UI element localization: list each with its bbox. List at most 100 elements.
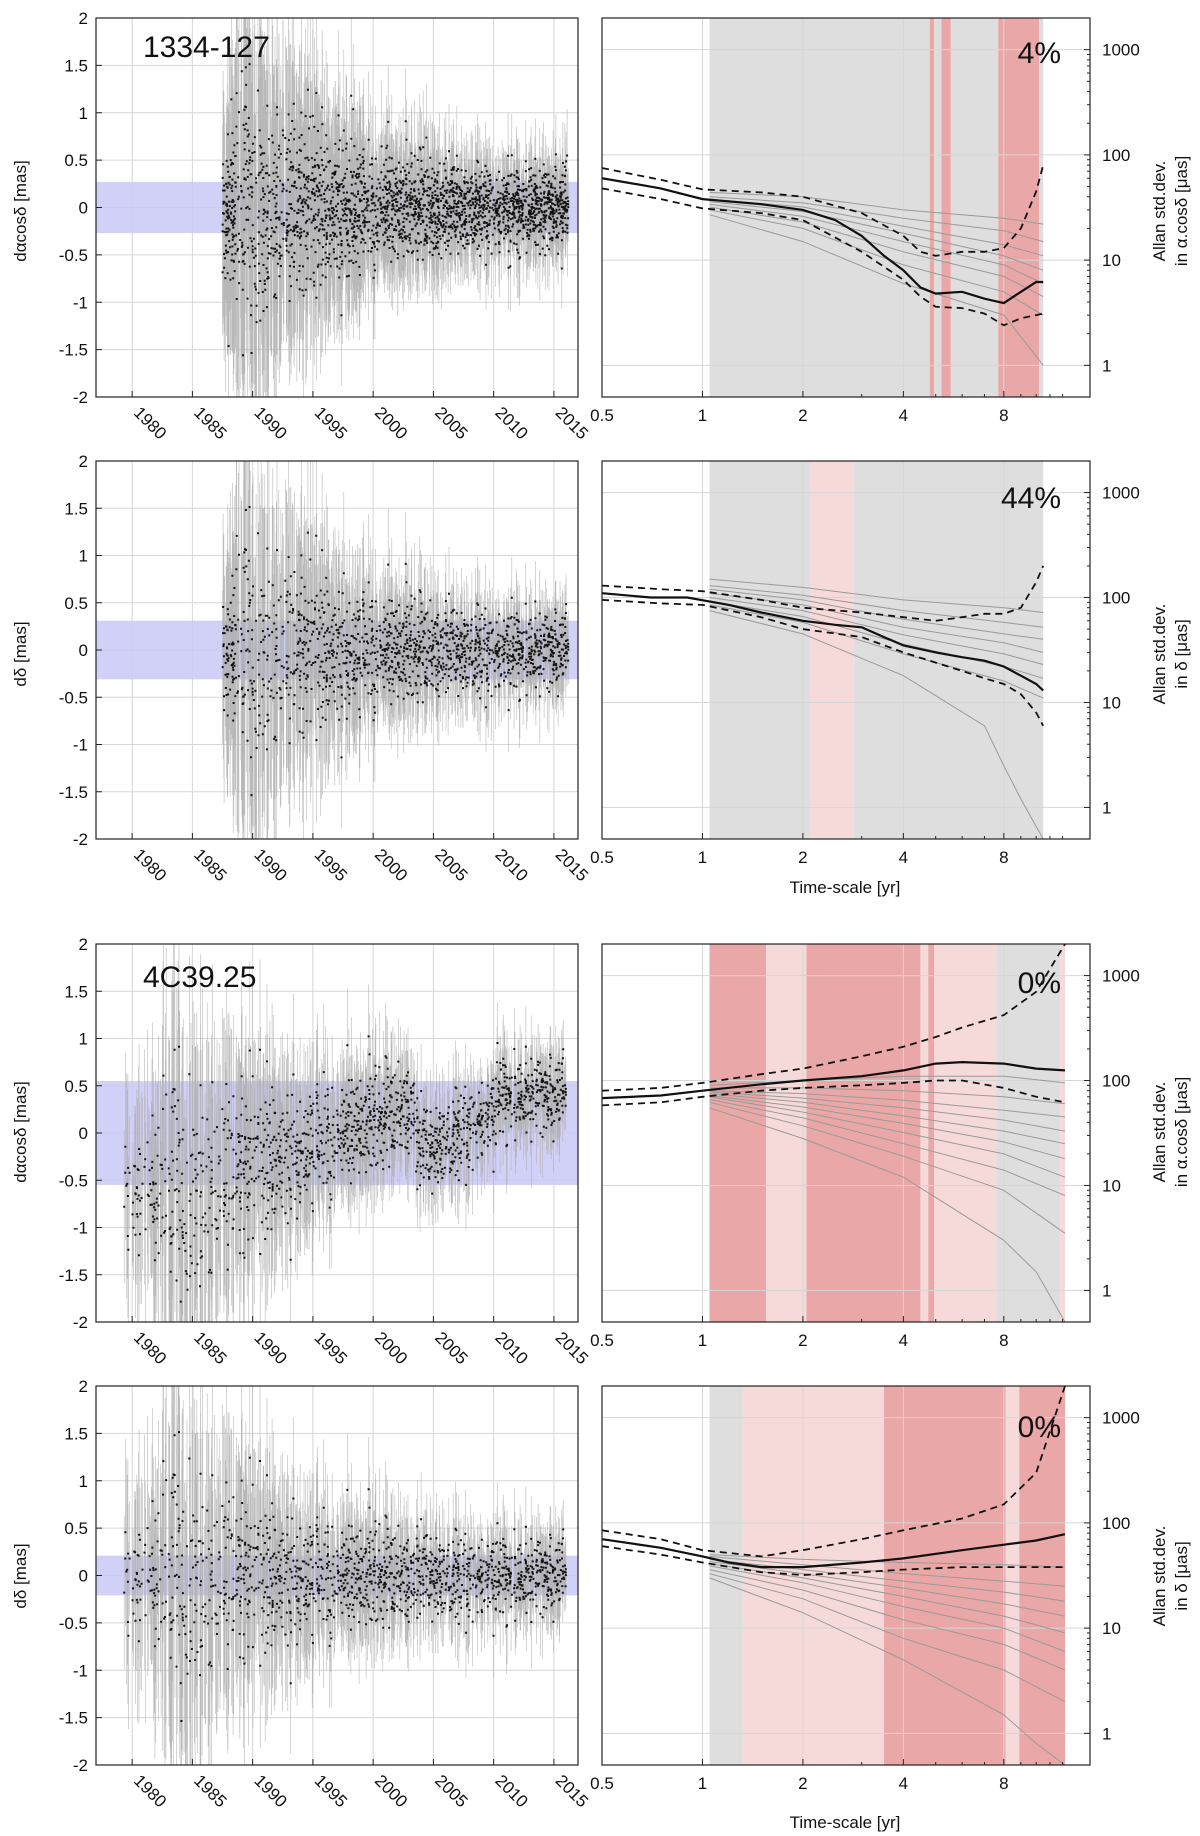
ts-xtick-label: 2005 [431,1328,471,1368]
av-ytick-label: 1000 [1102,41,1140,60]
av-ytick-label: 10 [1102,251,1121,270]
shade-grey [996,944,1061,1322]
av-curves [602,1386,1066,1765]
allan-curve [602,592,1044,692]
av-xtick-label: 2 [798,406,807,425]
ts-xtick-label: 1995 [311,403,351,443]
av-ytick-label: 10 [1102,1619,1121,1638]
allan-panel-4: 1 10 100 1000 0.5 1 2 4 8 [590,1385,1140,1793]
ts-ytick-label: -0.5 [59,1171,88,1190]
av-xtick-label: 0.5 [590,848,614,867]
noise-curve [709,578,1044,613]
av-xtick-label: 1 [698,1774,707,1793]
ts-ytick-label: 0.5 [64,151,88,170]
labels: 1334-127 4C39.25 4% 44% 0% 0% dαcosδ [ma… [11,31,1191,1832]
av-xtick-label: 8 [999,1774,1008,1793]
ts-ylabel-1: dαcosδ [mas] [11,160,30,262]
av-xtick-label: 1 [698,848,707,867]
ts-points [123,1386,567,1765]
noise-curve [709,1090,1066,1118]
allan-ylabel-2b: in δ [μas] [1172,619,1191,688]
ts-ylabel-2: dδ [mas] [11,621,30,686]
shade-red [941,18,951,397]
ts-ytick-label: 0 [79,641,88,660]
ts-xtick-label: 1990 [250,403,290,443]
ts-xtick-label: 1995 [311,845,351,885]
shade-red [928,944,935,1322]
ts-ytick-label: 0 [79,199,88,218]
av-ytick-label: 1 [1102,356,1111,375]
allan-curve [602,177,1044,305]
av-ytick-label: 100 [1102,1514,1130,1533]
ts-ytick-label: 1.5 [64,1424,88,1443]
av-xtick-label: 2 [798,1331,807,1350]
lower-bound-curve [602,187,1044,327]
upper-bound-curve [602,164,1045,257]
ts-points [221,18,570,397]
allan-ylabel-1b: in α.cosδ [μas] [1172,156,1191,266]
noise-curve [709,600,1044,679]
ts-xtick-label: 1985 [190,1771,230,1811]
ts-ytick-label: -1 [73,1661,88,1680]
av-ytick-label: 100 [1102,589,1130,608]
av-curves [602,164,1045,366]
av-xtick-label: 1 [698,406,707,425]
ts-ytick-label: -1.5 [59,1266,88,1285]
ts-ytick-label: 2 [79,1377,88,1396]
noise-curve [709,1075,1066,1086]
ts-xtick-label: 2005 [431,1771,471,1811]
ts-xtick-label: 2000 [371,403,411,443]
noise-curve [709,604,1044,699]
allan-ylabel-4b: in δ [μas] [1172,1541,1191,1610]
av-xtick-label: 4 [899,406,908,425]
av-ytick-label: 1000 [1102,1409,1140,1428]
ts-xtick-label: 1990 [250,1328,290,1368]
ts-xtick-label: 2010 [491,403,531,443]
noise-curve [709,1555,1066,1587]
source-title-1: 1334-127 [143,31,270,64]
lower-bound-curve [602,1079,1066,1107]
allan-ylabel-1a: Allan std.dev. [1150,161,1169,262]
ts-xtick-label: 2005 [431,403,471,443]
noise-curve [709,1096,1066,1178]
ts-ytick-label: 1.5 [64,499,88,518]
noise-curve [709,588,1044,640]
ts-xtick-label: 1985 [190,845,230,885]
ts-xtick-label: 2015 [552,403,592,443]
ts-xtick-label: 1980 [130,1771,170,1811]
ts-ytick-label: 1.5 [64,982,88,1001]
av-frame [601,1385,1091,1766]
ts-ytick-label: -1.5 [59,341,88,360]
allan-panel-1: 1 10 100 1000 0.5 1 2 4 8 [590,17,1140,425]
data-points [123,1431,567,1722]
allan-ylabel-3a: Allan std.dev. [1150,1082,1169,1183]
ts-xtick-label: 2015 [552,1771,592,1811]
ts-ytick-label: -2 [73,388,88,407]
noise-curve [709,1087,1066,1105]
shade-pink [809,461,855,839]
noise-curve [709,1565,1066,1652]
ts-ytick-label: -2 [73,1313,88,1332]
noise-curve [709,191,1044,225]
shade-red [884,1386,1006,1765]
ts-xtick-label: 2000 [371,845,411,885]
shade-red [929,18,935,397]
ts-xtick-label: 2000 [371,1328,411,1368]
av-frame [601,17,1091,398]
av-xtick-label: 8 [999,1331,1008,1350]
shade-grey [854,461,1044,839]
ts-ytick-label: -2 [73,1756,88,1775]
upper-bound-curve [602,1386,1066,1558]
shade-pink [934,944,997,1322]
allan-curve [602,1060,1066,1100]
ts-ytick-label: 0 [79,1567,88,1586]
error-bars [123,944,567,1322]
av-xtick-label: 8 [999,406,1008,425]
ts-ytick-label: 0.5 [64,594,88,613]
allan-panel-3: 1 10 100 1000 0.5 1 2 4 8 [590,943,1140,1350]
av-ytick-label: 1 [1102,1724,1111,1743]
ts-ytick-label: -1 [73,293,88,312]
source-title-2: 4C39.25 [143,961,256,994]
ts-ytick-label: 1 [79,547,88,566]
av-ytick-label: 1 [1102,798,1111,817]
